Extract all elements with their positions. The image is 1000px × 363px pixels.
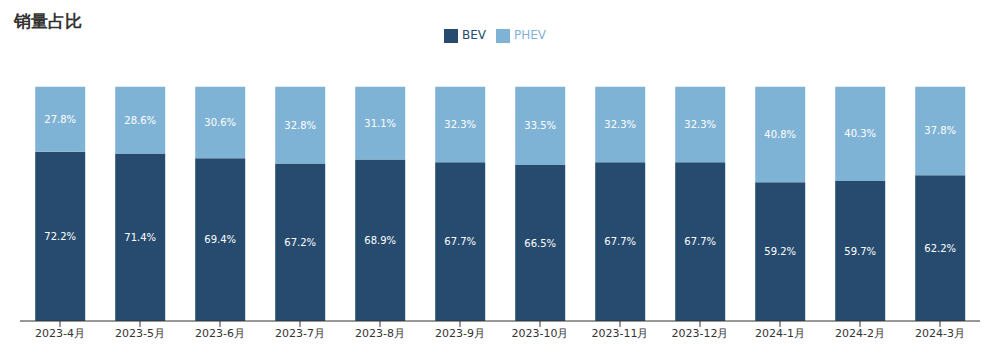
svg-text:2023-12月: 2023-12月 (672, 327, 729, 340)
svg-text:2023-6月: 2023-6月 (195, 327, 245, 340)
svg-text:32.8%: 32.8% (284, 120, 316, 131)
svg-text:33.5%: 33.5% (524, 120, 556, 131)
svg-text:2024-2月: 2024-2月 (835, 327, 885, 340)
svg-text:32.3%: 32.3% (604, 119, 636, 130)
svg-text:31.1%: 31.1% (364, 118, 396, 129)
svg-text:27.8%: 27.8% (44, 114, 76, 125)
svg-text:66.5%: 66.5% (524, 238, 556, 249)
svg-text:59.7%: 59.7% (844, 246, 876, 257)
svg-text:2023-7月: 2023-7月 (275, 327, 325, 340)
svg-text:72.2%: 72.2% (44, 231, 76, 242)
svg-text:2023-11月: 2023-11月 (592, 327, 649, 340)
svg-text:40.8%: 40.8% (764, 129, 796, 140)
svg-text:2024-3月: 2024-3月 (915, 327, 965, 340)
svg-text:32.3%: 32.3% (444, 119, 476, 130)
svg-text:59.2%: 59.2% (764, 246, 796, 257)
svg-text:2023-8月: 2023-8月 (355, 327, 405, 340)
svg-text:2023-10月: 2023-10月 (512, 327, 569, 340)
svg-text:40.3%: 40.3% (844, 128, 876, 139)
svg-text:71.4%: 71.4% (124, 232, 156, 243)
svg-text:2023-4月: 2023-4月 (35, 327, 85, 340)
html-text:PHEV: PHEV (514, 28, 546, 42)
svg-text:68.9%: 68.9% (364, 235, 396, 246)
svg-text:62.2%: 62.2% (924, 243, 956, 254)
html-text:销量占比: 销量占比 (14, 11, 82, 31)
svg-text:2023-5月: 2023-5月 (115, 327, 165, 340)
svg-text:2023-9月: 2023-9月 (435, 327, 485, 340)
svg-text:67.7%: 67.7% (604, 236, 636, 247)
svg-text:28.6%: 28.6% (124, 115, 156, 126)
svg-text:30.6%: 30.6% (204, 117, 236, 128)
svg-text:67.7%: 67.7% (684, 236, 716, 247)
svg-text:2024-1月: 2024-1月 (755, 327, 805, 340)
html-text:BEV: BEV (462, 28, 486, 42)
svg-text:37.8%: 37.8% (924, 125, 956, 136)
svg-text:32.3%: 32.3% (684, 119, 716, 130)
svg-text:69.4%: 69.4% (204, 234, 236, 245)
svg-text:67.7%: 67.7% (444, 236, 476, 247)
svg-text:67.2%: 67.2% (284, 237, 316, 248)
